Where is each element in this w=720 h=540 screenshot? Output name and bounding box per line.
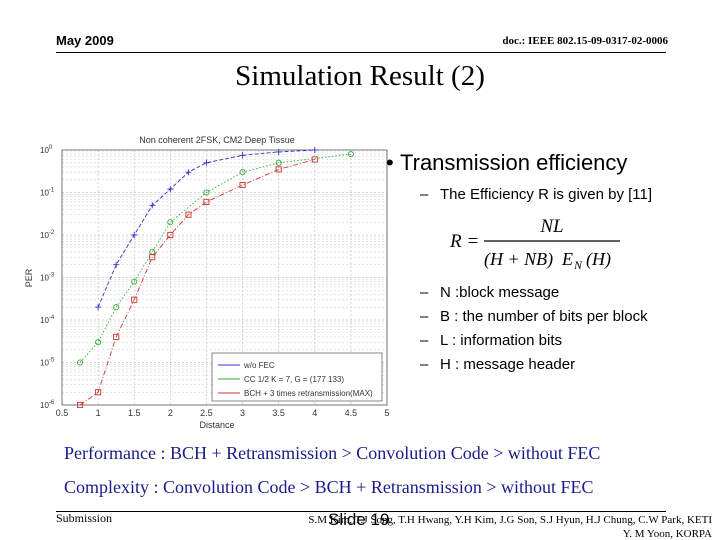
formula-den-paren: (H + NB)	[484, 249, 553, 270]
chart-title: Non coherent 2FSK, CM2 Deep Tissue	[139, 135, 295, 145]
x-tick-label: 3	[240, 408, 245, 418]
footer-submission: Submission	[56, 511, 113, 525]
performance-summary: Performance : BCH + Retransmission > Con…	[64, 443, 601, 463]
data-point	[239, 181, 246, 189]
data-point	[95, 304, 102, 311]
dash-icon: –	[420, 332, 429, 349]
x-tick-label: 4	[312, 408, 317, 418]
legend-label: BCH + 3 times retransmission(MAX)	[244, 389, 373, 398]
legend-label: w/o FEC	[243, 361, 275, 370]
bullet-item-label: B : the number of bits per block	[440, 308, 648, 325]
chart-y-axis-label: PER	[24, 268, 34, 287]
data-point	[77, 359, 84, 366]
efficiency-formula: R = NL (H + NB) E N (H)	[449, 216, 620, 272]
x-tick-label: 3.5	[272, 408, 285, 418]
data-point	[239, 152, 246, 159]
bullet-dot: •	[386, 150, 394, 175]
x-tick-label: 1	[96, 408, 101, 418]
legend-box	[211, 352, 383, 402]
data-point	[275, 159, 282, 166]
dash-icon: –	[420, 186, 429, 203]
bullet-item-l: – L : information bits	[420, 332, 562, 349]
dash-icon: –	[420, 356, 429, 373]
per-chart: 0.5 1 1.5 2 2.5 3 3.5 4 4.5 5 100 10-1 10-2 10-3 10-4 1…	[24, 135, 390, 430]
x-tick-label: 5	[384, 408, 389, 418]
legend-label: CC 1/2 K = 7, G = (177 133)	[244, 375, 344, 384]
data-point	[311, 147, 318, 153]
formula-den-sub: N	[573, 258, 583, 272]
data-point	[77, 401, 84, 409]
y-tick-label: 10-3	[40, 273, 55, 283]
x-tick-label: 1.5	[128, 408, 141, 418]
data-point	[239, 169, 246, 176]
series-line	[97, 149, 315, 308]
complexity-summary: Complexity : Convolution Code > BCH + Re…	[64, 477, 594, 497]
data-point	[167, 219, 174, 226]
formula-den-h: (H)	[586, 249, 611, 270]
data-point	[203, 189, 210, 196]
data-point	[95, 389, 102, 396]
data-point	[113, 304, 120, 311]
data-point	[149, 202, 156, 209]
data-point	[95, 339, 102, 346]
formula-numerator: NL	[539, 216, 563, 237]
x-tick-label: 4.5	[345, 408, 358, 418]
bullet-main-label: Transmission efficiency	[400, 150, 628, 175]
header-divider	[56, 52, 666, 53]
slide-title: Simulation Result (2)	[235, 60, 485, 92]
x-tick-label: 2.5	[200, 408, 213, 418]
y-tick-label: 100	[40, 145, 53, 155]
header-date: May 2009	[56, 33, 114, 48]
data-point	[113, 333, 120, 340]
data-point	[167, 231, 174, 239]
footer-authors-line2: Y. M Yoon, KORPA	[622, 528, 712, 540]
bullet-item-label: L : information bits	[440, 332, 562, 349]
series-line	[79, 153, 351, 363]
data-point	[131, 278, 138, 285]
x-tick-label: 0.5	[56, 408, 69, 418]
bullet-item-n: – N :block message	[420, 284, 559, 301]
efficiency-text: The Efficiency R is given by [11]	[440, 186, 653, 203]
footer-divider	[56, 511, 666, 512]
efficiency-subbullet: – The Efficiency R is given by [11]	[420, 186, 652, 203]
data-point	[185, 211, 192, 218]
data-point	[113, 261, 120, 268]
x-tick-label: 2	[168, 408, 173, 418]
bullet-item-b: – B : the number of bits per block	[420, 308, 648, 325]
data-point	[149, 254, 156, 261]
formula-lhs: R =	[449, 231, 479, 252]
data-point	[131, 232, 138, 238]
data-point	[185, 169, 192, 176]
y-tick-label: 10-2	[40, 230, 55, 240]
data-point	[347, 151, 354, 158]
bullet-item-h: – H : message header	[420, 356, 575, 373]
bullet-transmission-efficiency: • Transmission efficiency	[386, 150, 627, 176]
y-tick-label: 10-4	[40, 315, 55, 325]
header-doc-id: doc.: IEEE 802.15-09-0317-02-0006	[502, 35, 668, 47]
data-point	[311, 156, 318, 163]
formula-den-e: E	[561, 249, 573, 269]
data-point	[275, 148, 282, 155]
footer-slide-number: Slide 19	[328, 510, 390, 529]
dash-icon: –	[420, 284, 429, 301]
y-tick-label: 10-6	[40, 400, 55, 410]
data-point	[131, 296, 138, 303]
y-tick-label: 10-1	[40, 188, 55, 198]
plot-frame	[61, 149, 388, 406]
footer-authors-line1: S.M Kim, T.J Song, T.H Hwang, Y.H Kim, J…	[308, 514, 712, 526]
chart-x-axis-label: Distance	[199, 420, 234, 430]
data-point	[275, 166, 282, 173]
y-tick-label: 10-5	[40, 358, 55, 368]
bullet-item-label: H : message header	[440, 356, 576, 373]
data-point	[203, 159, 210, 166]
dash-icon: –	[420, 308, 429, 325]
series-line	[79, 158, 315, 406]
data-point	[203, 198, 210, 205]
data-point	[167, 186, 174, 193]
bullet-item-label: N :block message	[440, 284, 560, 301]
